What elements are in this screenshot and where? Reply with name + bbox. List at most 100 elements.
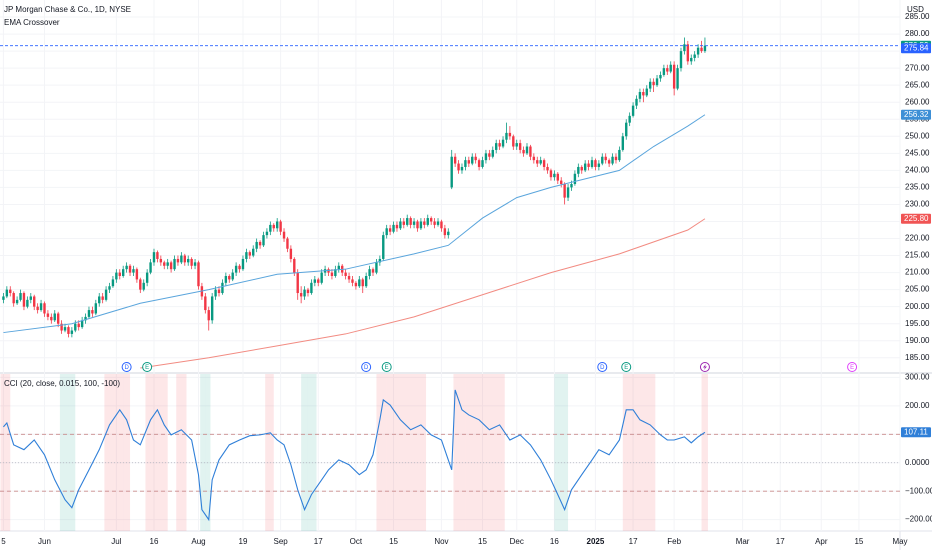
x-tick-label: 15	[478, 537, 487, 546]
candle-body	[269, 224, 272, 232]
candle-body	[703, 45, 707, 52]
candle-body	[128, 265, 132, 273]
price-label: 225.80	[904, 214, 929, 223]
candle-body	[529, 146, 532, 157]
extreme-shade	[5, 374, 11, 531]
extreme-shade	[301, 374, 308, 531]
candle-body	[611, 156, 614, 164]
event-label: D	[600, 365, 605, 371]
candle-body	[618, 149, 621, 161]
candle-body	[590, 160, 594, 167]
candle-body	[587, 163, 590, 167]
y-tick-label: 235.00	[905, 183, 930, 192]
candle-body	[395, 224, 399, 229]
candle-body	[621, 136, 625, 150]
candle-body	[412, 221, 416, 225]
candle-body	[36, 306, 39, 311]
y-tick-label: 0.0000	[905, 458, 930, 467]
candle-body	[139, 279, 142, 290]
candle-body	[655, 78, 659, 86]
candle-body	[498, 143, 501, 147]
price-label-bg	[901, 109, 931, 120]
candle-body	[659, 74, 662, 79]
candle-body	[12, 293, 15, 304]
candle-body	[426, 218, 429, 225]
candle-body	[56, 313, 60, 324]
candle-body	[672, 64, 676, 89]
candle-body	[553, 173, 556, 178]
extreme-shade	[381, 374, 387, 531]
candle-body	[207, 310, 210, 321]
x-tick-label: 19	[239, 537, 248, 546]
candle-body	[234, 265, 238, 273]
candle-body	[101, 296, 104, 300]
candle-body	[467, 160, 471, 164]
candle-body	[217, 289, 221, 294]
y-tick-label: 265.00	[905, 80, 930, 89]
candle-body	[518, 143, 522, 150]
x-tick-label: Jun	[38, 537, 51, 546]
candle-body	[43, 303, 46, 314]
price-label: 256.32	[904, 110, 929, 119]
candle-body	[368, 269, 371, 276]
ema-line	[3, 114, 706, 334]
candle-body	[690, 57, 693, 62]
y-tick-label: 285.00	[905, 12, 930, 21]
candle-body	[423, 221, 426, 225]
candle-body	[94, 303, 98, 314]
candle-body	[221, 282, 224, 294]
y-tick-label: 210.00	[905, 268, 930, 277]
candle-body	[645, 88, 648, 96]
candle-body	[228, 276, 231, 280]
candle-body	[556, 173, 559, 181]
candle-body	[39, 303, 43, 311]
extreme-shade	[307, 374, 317, 531]
candle-body	[2, 296, 5, 300]
extreme-shade	[114, 374, 124, 531]
extreme-shade	[554, 374, 562, 531]
event-label: D	[124, 365, 129, 371]
candle-body	[580, 166, 583, 171]
candle-body	[392, 224, 395, 232]
candle-body	[375, 262, 378, 273]
candle-body	[344, 272, 347, 276]
candle-body	[570, 184, 573, 188]
candle-body	[546, 166, 549, 171]
extreme-shade	[561, 374, 569, 531]
candle-body	[231, 272, 234, 280]
candle-body	[145, 272, 149, 283]
event-marker	[597, 362, 608, 372]
y-tick-label: 220.00	[905, 234, 930, 243]
extreme-shade	[205, 374, 211, 531]
candle-body	[477, 160, 481, 167]
candle-body	[282, 231, 286, 239]
candle-body	[180, 255, 183, 263]
candle-body	[648, 81, 652, 89]
candle-body	[696, 47, 700, 55]
extreme-shade	[494, 374, 505, 531]
extreme-shade	[458, 374, 466, 531]
candle-body	[74, 323, 77, 331]
event-label: E	[850, 365, 854, 371]
candle-body	[361, 279, 364, 287]
candle-body	[9, 289, 12, 294]
extreme-shade	[0, 374, 6, 531]
candle-body	[50, 316, 53, 321]
candle-body	[512, 136, 515, 147]
candle-body	[652, 81, 655, 86]
candle-body	[460, 166, 464, 171]
candle-body	[241, 258, 245, 270]
candle-body	[135, 269, 139, 280]
extreme-shade	[59, 374, 69, 531]
candle-body	[197, 262, 200, 287]
y-tick-label: −200.00	[905, 515, 932, 524]
candle-body	[296, 272, 299, 294]
x-tick-label: Apr	[815, 537, 828, 546]
candle-body	[601, 156, 604, 164]
candle-body	[60, 323, 63, 331]
candle-body	[614, 156, 618, 161]
candle-body	[149, 262, 152, 273]
candle-body	[347, 276, 351, 280]
event-icon	[702, 364, 707, 370]
candle-body	[121, 269, 125, 276]
